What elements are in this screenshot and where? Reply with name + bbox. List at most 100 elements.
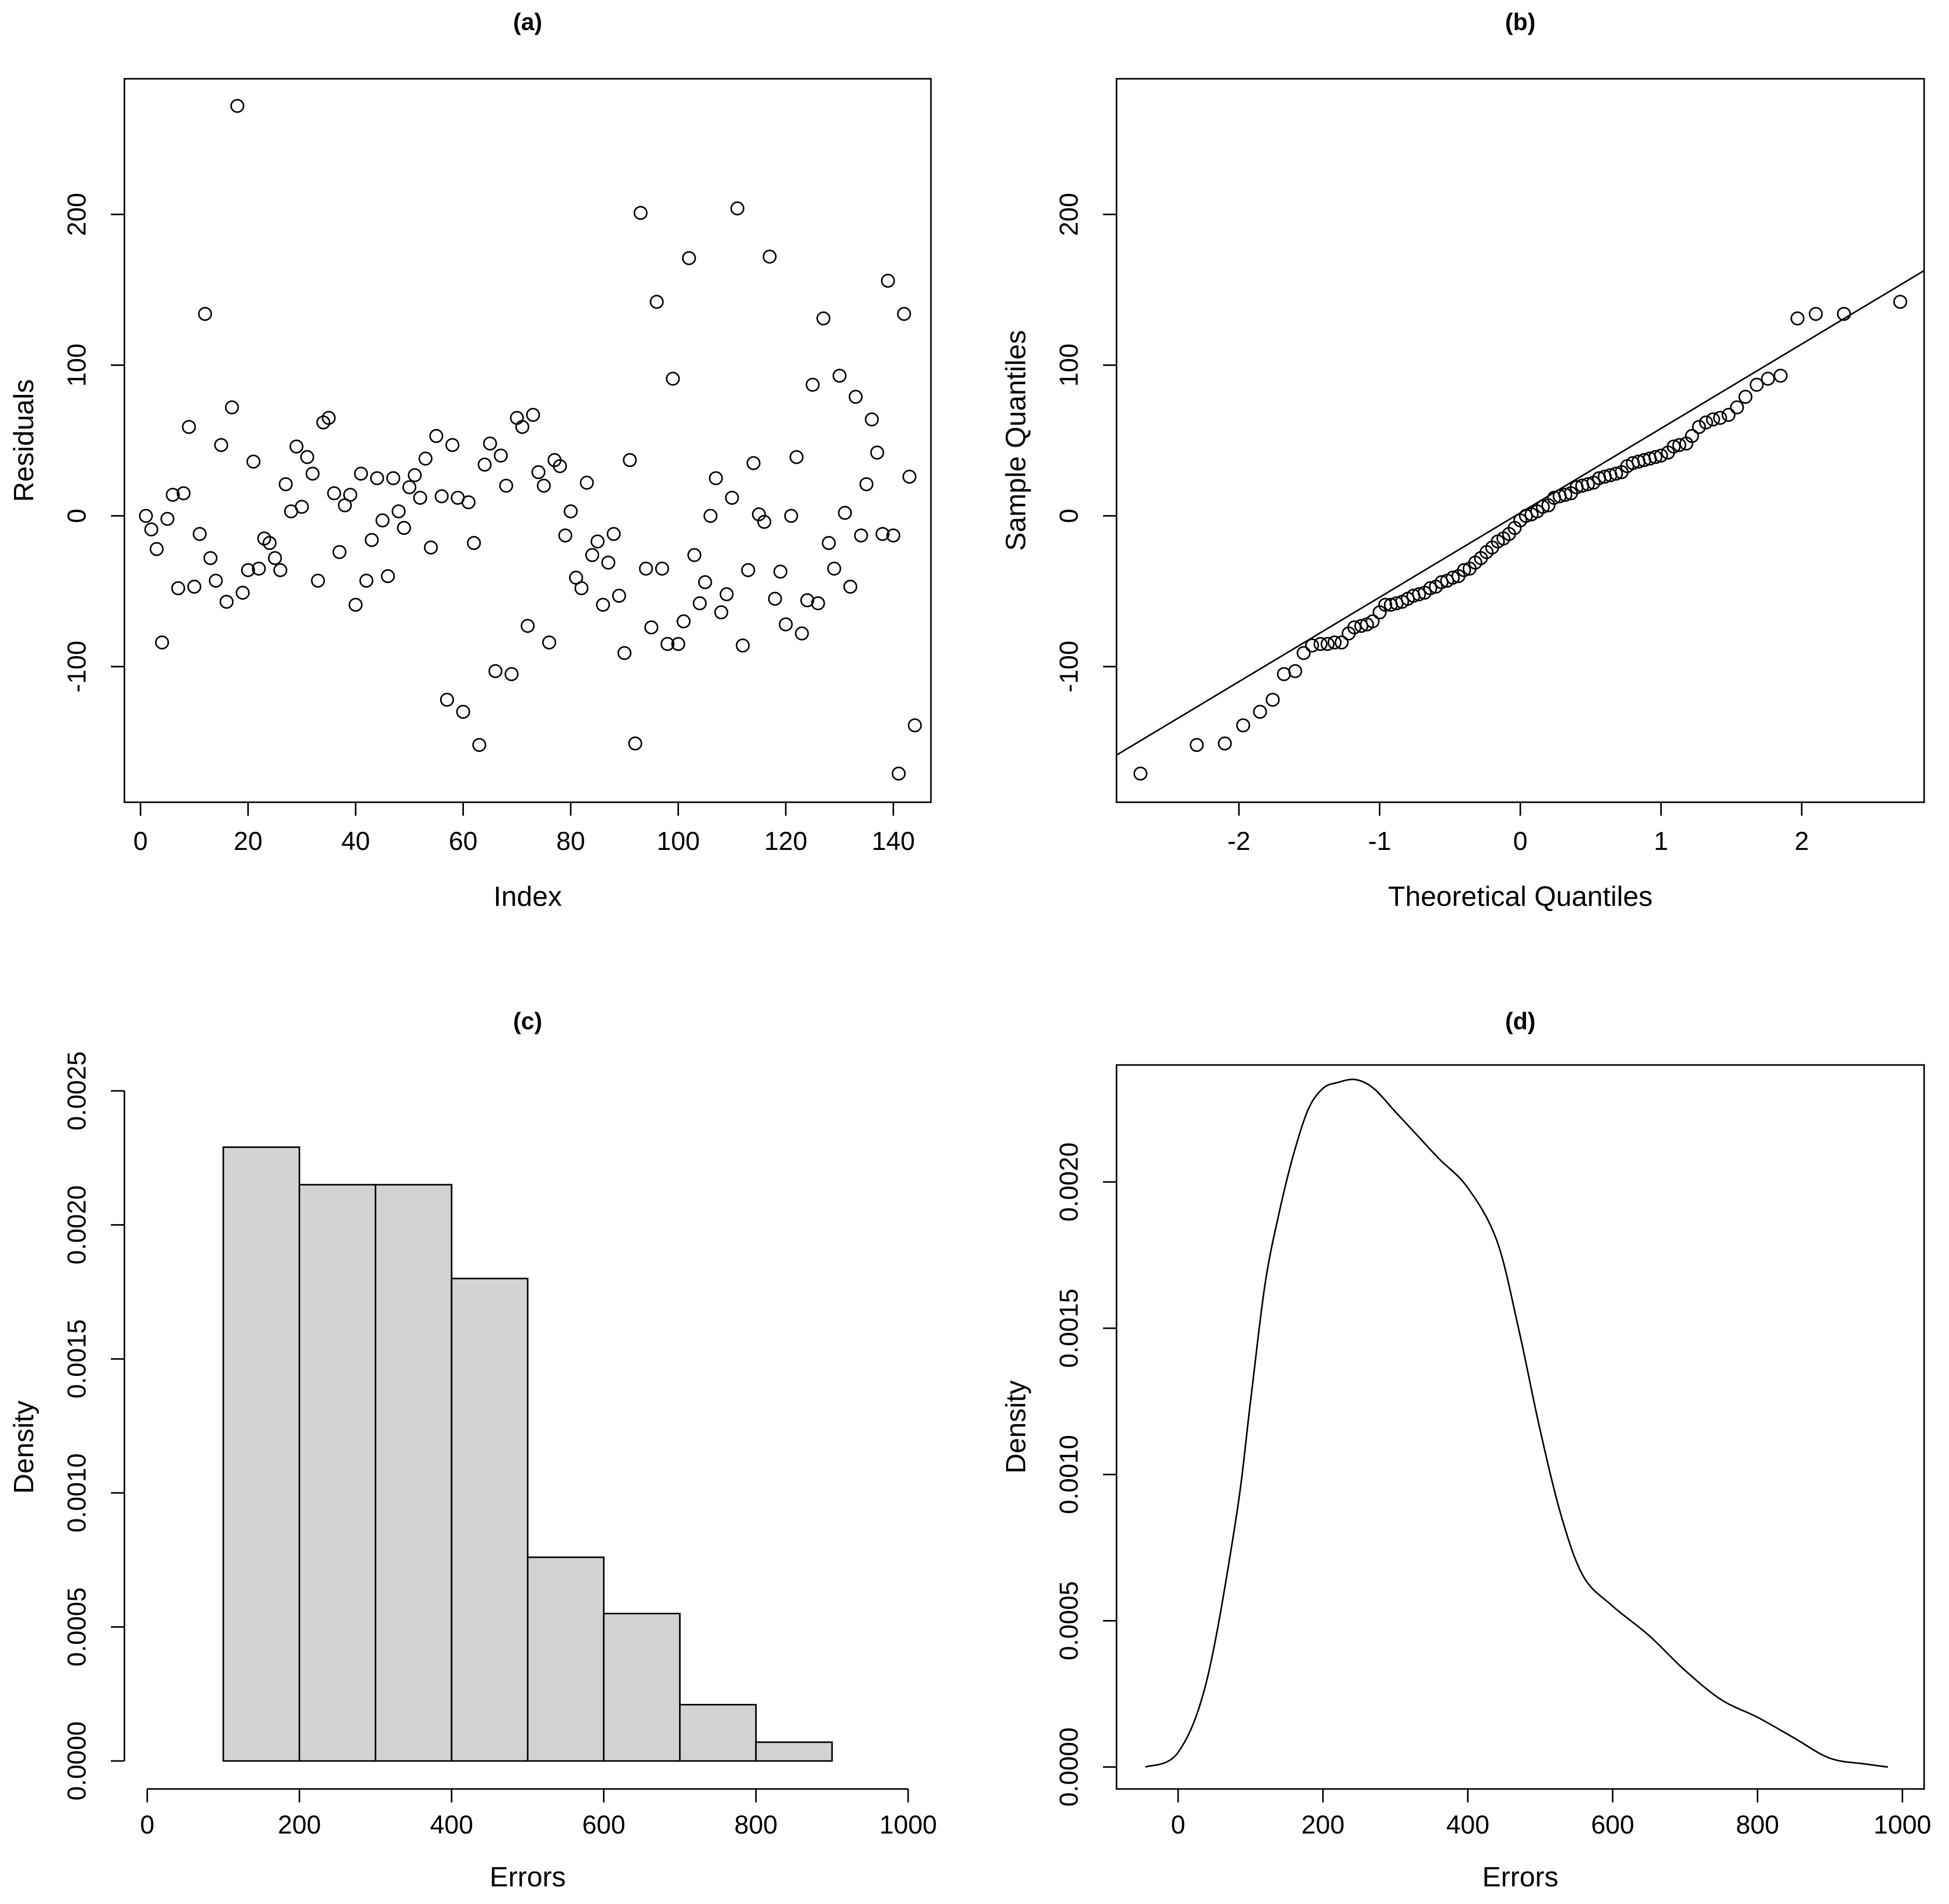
data-point xyxy=(235,586,250,600)
data-point xyxy=(155,635,170,650)
data-point xyxy=(1288,664,1303,678)
x-axis-label: Index xyxy=(493,881,562,912)
x-tick-label: 200 xyxy=(278,1810,321,1839)
x-tick-label: -2 xyxy=(1227,827,1250,856)
data-point xyxy=(1809,307,1823,321)
data-point xyxy=(806,377,820,392)
histogram-bar xyxy=(679,1703,757,1762)
data-point xyxy=(832,368,847,383)
data-point xyxy=(719,587,734,602)
data-point xyxy=(310,573,325,588)
x-tick-label: 1000 xyxy=(879,1810,937,1839)
data-point xyxy=(875,527,890,541)
data-point xyxy=(472,737,487,752)
data-point xyxy=(251,561,266,576)
y-axis-label: Density xyxy=(8,1400,39,1494)
data-point xyxy=(542,635,556,650)
y-tick-label: 100 xyxy=(62,344,91,387)
x-tick-label: 600 xyxy=(1591,1810,1634,1839)
data-point xyxy=(531,465,546,479)
data-point xyxy=(300,450,315,464)
data-point xyxy=(1692,420,1706,434)
x-tick-label: 1 xyxy=(1654,827,1669,856)
data-point xyxy=(757,515,771,529)
data-point xyxy=(553,459,567,473)
x-tick-label: 400 xyxy=(430,1810,473,1839)
data-point xyxy=(1277,667,1291,681)
histogram-bar xyxy=(450,1277,529,1762)
data-point xyxy=(725,491,739,505)
y-tick-label: 0.0000 xyxy=(62,1722,91,1801)
data-point xyxy=(1761,372,1775,386)
histogram-bar xyxy=(527,1556,605,1762)
data-point xyxy=(413,491,428,505)
y-tick-label: 0.0010 xyxy=(1054,1435,1083,1514)
data-point xyxy=(768,591,782,606)
panel-title: (c) xyxy=(513,1007,542,1034)
data-point xyxy=(795,626,809,641)
data-point xyxy=(698,575,712,589)
data-point xyxy=(902,470,917,484)
plot-frame xyxy=(1115,1064,1925,1790)
data-point xyxy=(870,445,884,460)
histogram-bar xyxy=(755,1741,833,1762)
data-point xyxy=(574,581,589,595)
data-point xyxy=(1666,439,1681,454)
x-tick-label: 0 xyxy=(140,1810,154,1839)
x-tick-label: 800 xyxy=(1736,1810,1779,1839)
data-point xyxy=(596,598,610,612)
y-tick-label: 0 xyxy=(1054,509,1083,523)
y-tick-label: 100 xyxy=(1054,344,1083,387)
data-point xyxy=(477,458,492,472)
data-point xyxy=(649,294,664,309)
data-point xyxy=(187,579,202,594)
data-point xyxy=(558,528,573,543)
data-point xyxy=(623,453,637,467)
y-tick-label: -100 xyxy=(1054,641,1083,692)
data-point xyxy=(214,438,229,452)
data-point xyxy=(493,448,508,463)
data-point xyxy=(321,410,336,425)
data-point xyxy=(736,638,750,653)
histogram-bar xyxy=(374,1184,453,1762)
data-point xyxy=(219,594,234,609)
data-point xyxy=(1265,692,1280,707)
y-axis-label: Residuals xyxy=(8,379,39,502)
data-point xyxy=(714,605,728,620)
panel-b: (b) -2 -1 0 1 2 -100 0 100 200 Theoretical Quantil… xyxy=(1000,8,1925,912)
data-point xyxy=(418,451,433,466)
data-point xyxy=(843,579,857,594)
data-point xyxy=(375,513,390,528)
y-tick-label: 0 xyxy=(62,509,91,523)
data-point xyxy=(138,508,153,523)
data-point xyxy=(192,527,207,541)
data-point xyxy=(1236,718,1250,733)
data-point xyxy=(849,390,863,404)
data-point xyxy=(1713,410,1727,425)
data-point xyxy=(536,478,551,493)
data-point xyxy=(230,98,245,113)
x-tick-label: -1 xyxy=(1368,827,1391,856)
data-point xyxy=(762,249,777,264)
data-point xyxy=(897,307,911,321)
y-axis-label: Sample Quantiles xyxy=(1000,330,1032,551)
data-point xyxy=(746,456,761,471)
data-point xyxy=(316,415,331,430)
data-point xyxy=(445,438,460,452)
data-point xyxy=(1609,466,1623,481)
data-point xyxy=(278,477,293,491)
x-tick-label: 0 xyxy=(1513,827,1528,856)
data-point xyxy=(854,528,868,543)
x-tick-label: 20 xyxy=(234,827,263,856)
y-tick-label: 0.0025 xyxy=(62,1052,91,1131)
data-point xyxy=(289,439,304,454)
data-point xyxy=(827,561,841,576)
data-point xyxy=(343,488,358,502)
data-point xyxy=(590,534,605,549)
data-point xyxy=(859,477,874,491)
data-point xyxy=(687,548,702,562)
data-point xyxy=(606,527,621,541)
data-point xyxy=(838,506,852,520)
y-tick-label: 0.0020 xyxy=(1054,1142,1083,1221)
